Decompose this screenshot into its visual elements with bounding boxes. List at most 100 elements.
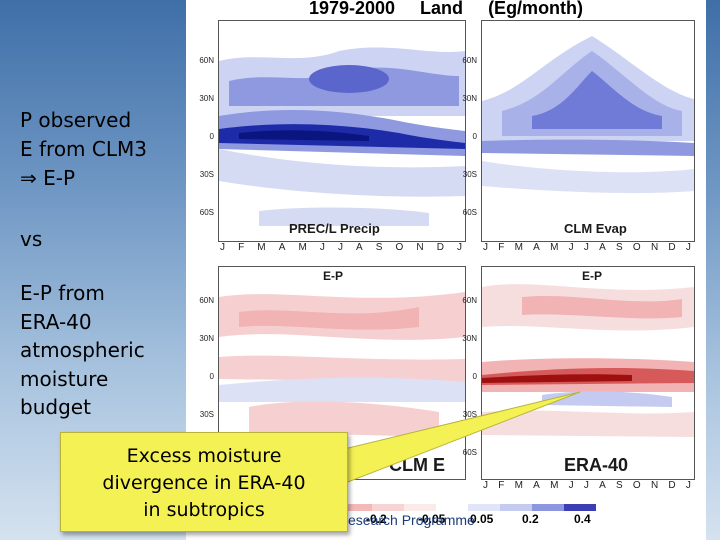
left-text-block-bottom: E-P from ERA-40 atmospheric moisture bud…: [20, 279, 145, 422]
month-tick-label: J: [568, 480, 574, 491]
legend-label: -0.05: [418, 512, 446, 526]
lat-tick-label: 0: [472, 132, 477, 141]
evap-panel-label: CLM Evap: [564, 221, 627, 236]
month-tick-label: O: [632, 242, 641, 253]
month-tick-label: A: [599, 242, 606, 253]
lat-tick-label: 30S: [462, 410, 477, 419]
month-tick-label: M: [550, 242, 559, 253]
month-tick-label: A: [533, 242, 540, 253]
month-tick-label: F: [238, 242, 245, 253]
ep-clm-contours: [219, 292, 465, 437]
month-tick-label: J: [337, 242, 343, 253]
month-tick-label: J: [583, 480, 589, 491]
figure-units: (Eg/month): [488, 0, 584, 18]
lat-tick-label: 60N: [462, 56, 477, 65]
lat-tick-label: 30S: [199, 410, 214, 419]
legend-swatch: [436, 504, 468, 511]
callout-line: divergence in ERA-40: [102, 472, 306, 494]
lat-tick-label: 60S: [462, 208, 477, 217]
month-tick-label: F: [498, 242, 505, 253]
legend-swatch: [372, 504, 404, 511]
month-tick-label: J: [483, 480, 488, 491]
month-tick-label: M: [257, 242, 266, 253]
lat-tick-label: 60S: [199, 208, 214, 217]
left-text-line: atmospheric: [20, 338, 145, 362]
ep-era40-contours: [482, 284, 694, 437]
month-tick-label: F: [498, 480, 505, 491]
month-tick-label: M: [514, 242, 523, 253]
legend-swatch: [340, 504, 372, 511]
month-tick-label: M: [514, 480, 523, 491]
legend-swatch: [564, 504, 596, 511]
ep-era40-top-label: E-P: [582, 269, 603, 283]
lat-tick-label: 60N: [462, 296, 477, 305]
month-tick-label: M: [298, 242, 307, 253]
precip-contours: [219, 47, 465, 226]
ep-era40-panel-label: ERA-40: [564, 455, 629, 475]
lat-tick-label: 0: [209, 372, 214, 381]
month-tick-label: J: [568, 242, 574, 253]
figure-domain: Land: [420, 0, 464, 18]
legend-label: -0.2: [366, 512, 387, 526]
month-tick-label: S: [616, 242, 623, 253]
callout-line: in subtropics: [143, 499, 265, 521]
left-text-line: ⇒ E-P: [20, 166, 76, 190]
callout-box: Excess moisture divergence in ERA-40 in …: [60, 432, 348, 532]
figure-title: 1979-2000 Land (Eg/month): [186, 0, 706, 19]
callout-line: Excess moisture: [126, 445, 282, 467]
month-tick-label: J: [319, 242, 325, 253]
legend-label: 0.4: [574, 512, 591, 526]
month-tick-label: J: [483, 242, 488, 253]
precip-panel-label: PREC/L Precip: [289, 221, 380, 236]
month-tick-label: D: [668, 242, 676, 253]
left-text-line: budget: [20, 395, 91, 419]
lat-tick-label: 30S: [462, 170, 477, 179]
lat-tick-label: 60N: [199, 296, 214, 305]
month-tick-label: O: [632, 480, 641, 491]
panel-precip: PREC/L Precip: [218, 20, 466, 242]
lat-tick-label: 0: [472, 372, 477, 381]
ep-clm-top-label: E-P: [323, 269, 344, 283]
footer-text: esearch Programme: [348, 512, 475, 528]
left-text-line: E from CLM3: [20, 137, 147, 161]
legend-swatch: [500, 504, 532, 511]
legend-swatch: [532, 504, 564, 511]
lat-tick-label: 30N: [462, 334, 477, 343]
month-tick-label: N: [650, 480, 659, 491]
month-tick-label: S: [616, 480, 623, 491]
month-tick-label: J: [685, 480, 691, 491]
left-text-line: moisture: [20, 366, 109, 391]
month-tick-label: A: [533, 480, 540, 491]
lat-tick-label: 60S: [462, 448, 477, 457]
month-tick-label: D: [436, 242, 444, 253]
lat-tick-label: 30N: [199, 94, 214, 103]
color-legend: [340, 504, 596, 511]
month-tick-label: J: [220, 242, 225, 253]
legend-label: 0.2: [522, 512, 539, 526]
left-text-line: E-P from: [20, 281, 105, 305]
evap-contours: [482, 36, 694, 194]
panel-ep-era40: E-P ERA-40: [481, 266, 695, 480]
lat-tick-label: 30S: [199, 170, 214, 179]
month-tick-label: J: [685, 242, 691, 253]
left-text-line: ERA-40: [20, 309, 92, 334]
month-tick-label: M: [550, 480, 559, 491]
figure-period: 1979-2000: [308, 0, 396, 18]
legend-label: 0.05: [470, 512, 494, 526]
left-text-block-top: P observed E from CLM3 ⇒ E-P: [20, 106, 147, 193]
left-text-line: P observed: [20, 108, 132, 132]
month-tick-label: A: [278, 242, 286, 253]
lat-tick-label: 30N: [462, 94, 477, 103]
month-tick-label: N: [650, 242, 659, 253]
panel-evap: CLM Evap: [481, 20, 695, 242]
lat-tick-label: 30N: [199, 334, 214, 343]
month-tick-label: N: [416, 242, 424, 253]
month-tick-label: D: [668, 480, 676, 491]
month-tick-label: A: [356, 242, 363, 253]
month-tick-label: J: [583, 242, 589, 253]
lat-tick-label: 60N: [199, 56, 214, 65]
